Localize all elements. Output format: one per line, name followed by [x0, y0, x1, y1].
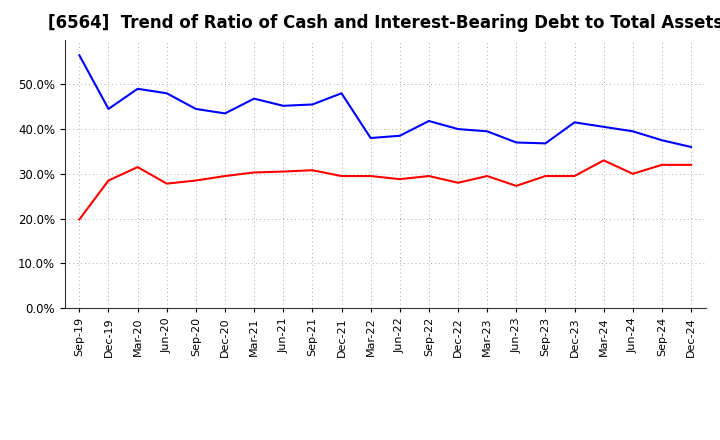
Interest-Bearing Debt	[395, 133, 404, 139]
Interest-Bearing Debt	[308, 102, 317, 107]
Interest-Bearing Debt	[454, 126, 462, 132]
Line: Interest-Bearing Debt: Interest-Bearing Debt	[79, 55, 691, 147]
Interest-Bearing Debt	[570, 120, 579, 125]
Cash	[337, 173, 346, 179]
Cash	[657, 162, 666, 168]
Interest-Bearing Debt	[541, 141, 550, 146]
Cash	[395, 176, 404, 182]
Interest-Bearing Debt	[279, 103, 287, 108]
Title: [6564]  Trend of Ratio of Cash and Interest-Bearing Debt to Total Assets: [6564] Trend of Ratio of Cash and Intere…	[48, 15, 720, 33]
Cash	[366, 173, 375, 179]
Cash	[599, 158, 608, 163]
Cash	[104, 178, 113, 183]
Interest-Bearing Debt	[220, 111, 229, 116]
Interest-Bearing Debt	[512, 140, 521, 145]
Cash	[483, 173, 492, 179]
Cash	[133, 165, 142, 170]
Cash	[163, 181, 171, 186]
Cash	[75, 217, 84, 222]
Interest-Bearing Debt	[250, 96, 258, 101]
Line: Cash: Cash	[79, 161, 691, 220]
Cash	[279, 169, 287, 174]
Interest-Bearing Debt	[629, 128, 637, 134]
Cash	[512, 183, 521, 188]
Legend: Cash, Interest-Bearing Debt: Cash, Interest-Bearing Debt	[250, 435, 521, 440]
Interest-Bearing Debt	[366, 136, 375, 141]
Interest-Bearing Debt	[687, 144, 696, 150]
Interest-Bearing Debt	[133, 86, 142, 92]
Cash	[308, 168, 317, 173]
Interest-Bearing Debt	[599, 124, 608, 129]
Interest-Bearing Debt	[163, 91, 171, 96]
Interest-Bearing Debt	[657, 138, 666, 143]
Interest-Bearing Debt	[104, 106, 113, 112]
Cash	[541, 173, 550, 179]
Cash	[629, 171, 637, 176]
Cash	[425, 173, 433, 179]
Interest-Bearing Debt	[337, 91, 346, 96]
Interest-Bearing Debt	[75, 53, 84, 58]
Cash	[250, 170, 258, 175]
Cash	[687, 162, 696, 168]
Cash	[192, 178, 200, 183]
Interest-Bearing Debt	[425, 118, 433, 124]
Interest-Bearing Debt	[192, 106, 200, 112]
Cash	[454, 180, 462, 185]
Interest-Bearing Debt	[483, 128, 492, 134]
Cash	[570, 173, 579, 179]
Cash	[220, 173, 229, 179]
